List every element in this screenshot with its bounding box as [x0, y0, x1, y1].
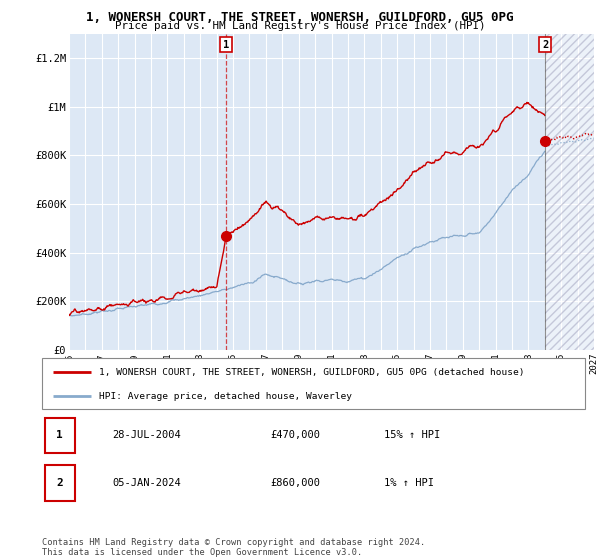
- Text: 2: 2: [542, 40, 548, 50]
- Text: £470,000: £470,000: [270, 431, 320, 440]
- Text: Price paid vs. HM Land Registry's House Price Index (HPI): Price paid vs. HM Land Registry's House …: [115, 21, 485, 31]
- Text: 1: 1: [56, 431, 63, 440]
- Text: 1: 1: [223, 40, 229, 50]
- Text: Contains HM Land Registry data © Crown copyright and database right 2024.
This d: Contains HM Land Registry data © Crown c…: [42, 538, 425, 557]
- Bar: [545, 34, 594, 350]
- FancyBboxPatch shape: [42, 358, 585, 409]
- Text: 05-JAN-2024: 05-JAN-2024: [113, 478, 181, 488]
- Text: 1% ↑ HPI: 1% ↑ HPI: [384, 478, 434, 488]
- Text: 15% ↑ HPI: 15% ↑ HPI: [384, 431, 440, 440]
- Text: 1, WONERSH COURT, THE STREET, WONERSH, GUILDFORD, GU5 0PG (detached house): 1, WONERSH COURT, THE STREET, WONERSH, G…: [99, 367, 524, 376]
- Text: £860,000: £860,000: [270, 478, 320, 488]
- Text: 1, WONERSH COURT, THE STREET, WONERSH, GUILDFORD, GU5 0PG: 1, WONERSH COURT, THE STREET, WONERSH, G…: [86, 11, 514, 24]
- Text: 28-JUL-2004: 28-JUL-2004: [113, 431, 181, 440]
- FancyBboxPatch shape: [45, 465, 74, 501]
- FancyBboxPatch shape: [45, 418, 74, 453]
- Text: 2: 2: [56, 478, 63, 488]
- Bar: [545, 34, 594, 350]
- Text: HPI: Average price, detached house, Waverley: HPI: Average price, detached house, Wave…: [99, 391, 352, 401]
